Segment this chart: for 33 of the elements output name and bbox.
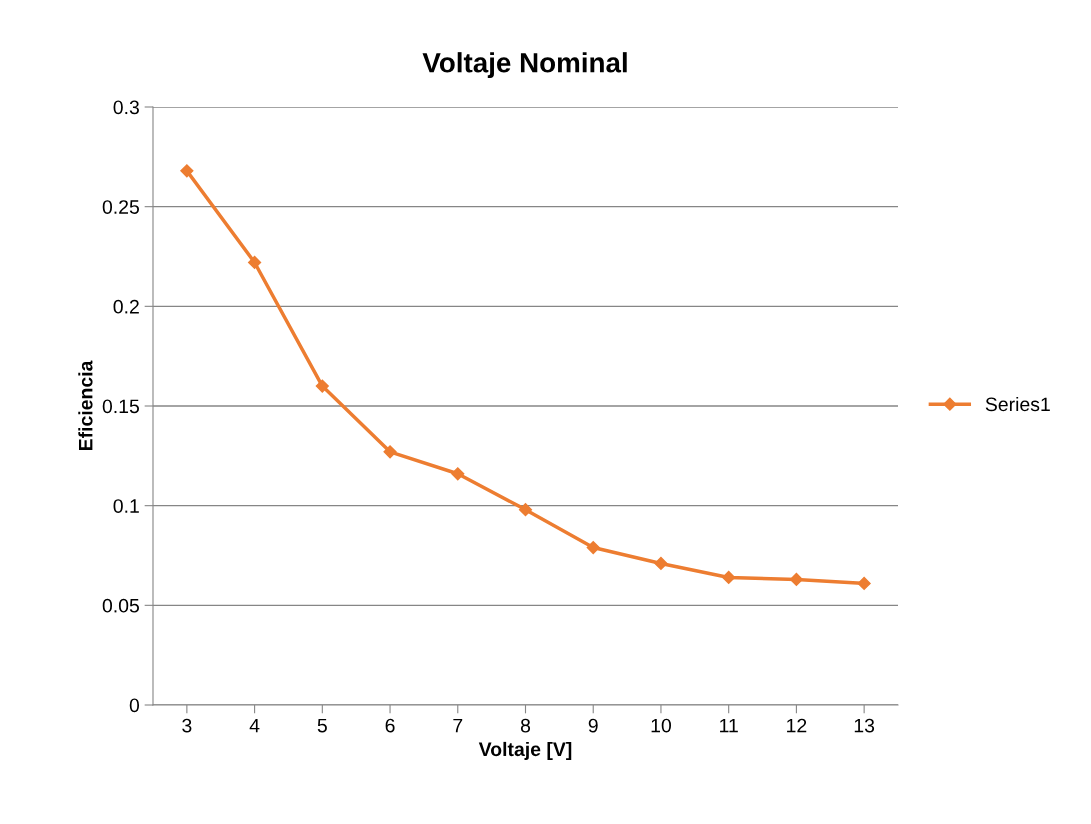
point <box>789 572 803 587</box>
point <box>383 445 397 459</box>
point <box>722 570 736 585</box>
y-tick-label: 0.1 <box>113 499 139 513</box>
x-tick-label: 5 <box>317 718 327 733</box>
x-tick-label: 8 <box>520 718 531 733</box>
point <box>586 540 600 555</box>
x-tick-label: 3 <box>182 718 192 733</box>
x-tick-label: 6 <box>385 718 395 733</box>
y-tick-label: 0.15 <box>102 399 139 414</box>
y-tick-label: 0.3 <box>113 100 139 115</box>
point <box>857 576 871 590</box>
point <box>180 164 194 178</box>
x-tick-label: 12 <box>787 718 807 733</box>
point <box>451 467 465 481</box>
x-tick-label: 11 <box>720 718 738 733</box>
point <box>248 255 262 270</box>
x-tick-label: 9 <box>588 718 598 733</box>
x-tick-label: 13 <box>854 718 875 733</box>
x-tick-label: 10 <box>651 718 672 733</box>
y-axis-title: Eficiencia <box>78 360 93 451</box>
point <box>654 556 668 571</box>
x-tick-label: 4 <box>249 718 260 733</box>
y-tick-label: 0.25 <box>102 200 139 214</box>
point <box>315 379 329 393</box>
y-tick-label: 0.05 <box>102 598 139 613</box>
legend-label: Series1 <box>985 396 1050 412</box>
chart-title: Voltaje Nominal <box>422 52 627 79</box>
x-tick-label: 7 <box>453 718 463 733</box>
y-tick-label: 0 <box>129 698 140 713</box>
point <box>518 503 533 517</box>
y-tick-label: 0.2 <box>113 299 139 314</box>
x-axis-title: Voltaje [V] <box>478 741 572 760</box>
